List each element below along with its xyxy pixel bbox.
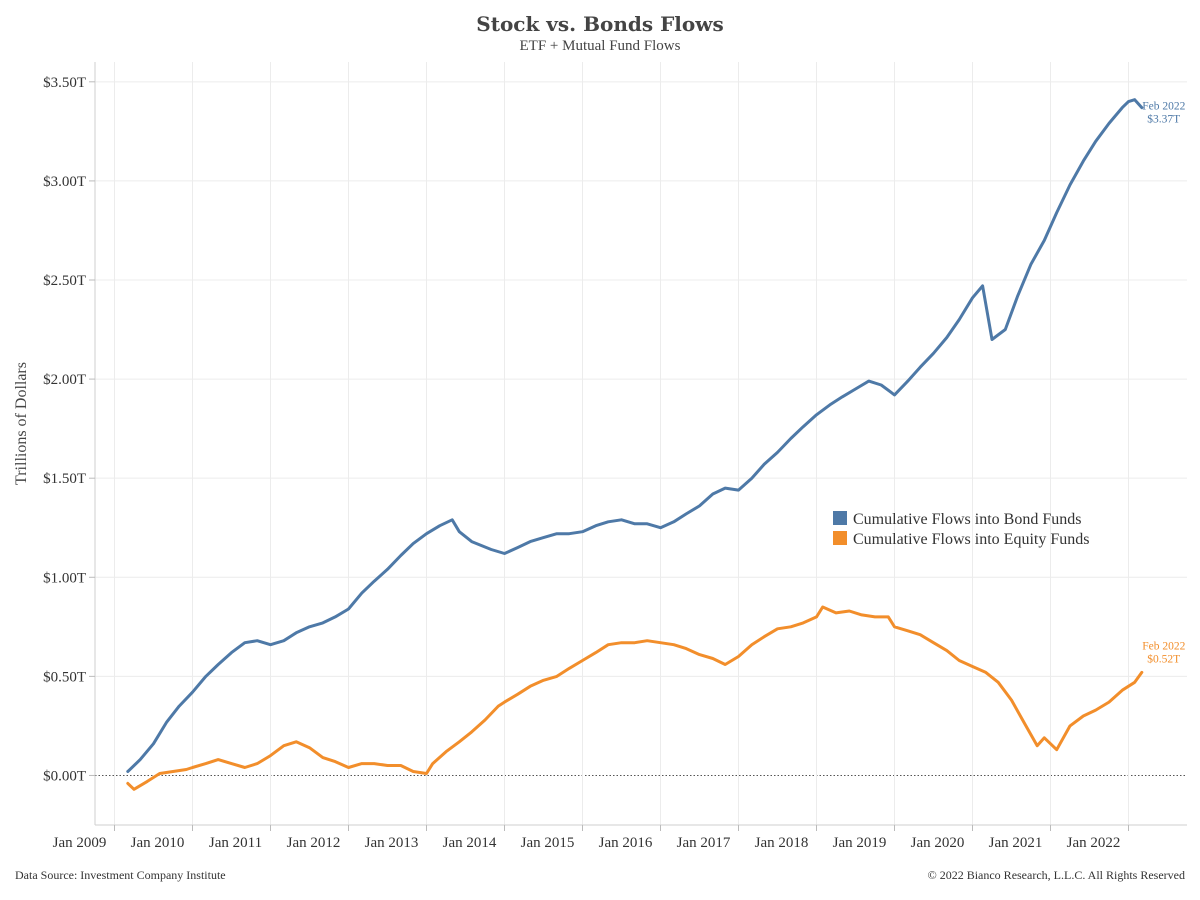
x-tick-label: Jan 2015 — [521, 835, 575, 851]
bond-end-label-value: $3.37T — [1147, 113, 1180, 126]
equity-end-label-date: Feb 2022 — [1142, 640, 1185, 652]
y-tick-label: $0.50T — [43, 669, 86, 685]
x-tick-label: Jan 2010 — [131, 835, 185, 851]
x-tick-label: Jan 2019 — [833, 835, 887, 851]
legend-label-bond: Cumulative Flows into Bond Funds — [853, 511, 1081, 528]
x-tick-label: Jan 2021 — [989, 835, 1043, 851]
copyright-note: © 2022 Bianco Research, L.L.C. All Right… — [927, 868, 1185, 882]
equity-end-label-value: $0.52T — [1147, 652, 1180, 665]
x-tick-label: Jan 2011 — [209, 835, 262, 851]
y-tick-label: $0.00T — [43, 768, 86, 784]
legend-swatch-bond — [833, 511, 847, 525]
x-tick-label: Jan 2009 — [53, 835, 107, 851]
x-tick-label: Jan 2022 — [1067, 835, 1121, 851]
x-tick-label: Jan 2014 — [443, 835, 497, 851]
y-tick-label: $2.00T — [43, 372, 86, 388]
legend-label-equity: Cumulative Flows into Equity Funds — [853, 531, 1089, 548]
legend: Cumulative Flows into Bond Funds Cumulati… — [833, 511, 1089, 548]
y-tick-label: $2.50T — [43, 273, 86, 289]
y-tick-label: $1.50T — [43, 471, 86, 487]
y-tick-label: $1.00T — [43, 570, 86, 586]
bond-funds-line — [126, 98, 1144, 773]
bond-end-label-date: Feb 2022 — [1142, 101, 1185, 113]
data-source-note: Data Source: Investment Company Institut… — [15, 868, 226, 882]
x-tick-label: Jan 2020 — [911, 835, 965, 851]
y-axis-title: Trillions of Dollars — [13, 362, 30, 485]
series-lines — [126, 98, 1144, 791]
chart-title: Stock vs. Bonds Flows — [476, 12, 724, 36]
equity-funds-line — [126, 605, 1144, 791]
x-tick-label: Jan 2016 — [599, 835, 653, 851]
axes: $0.00T $0.50T $1.00T $1.50T $2.00T $2.50T $3.0… — [13, 62, 1187, 851]
y-tick-label: $3.00T — [43, 174, 86, 190]
x-tick-label: Jan 2012 — [287, 835, 341, 851]
chart-subtitle: ETF + Mutual Fund Flows — [519, 38, 681, 54]
grid-lines — [95, 62, 1187, 825]
x-tick-label: Jan 2013 — [365, 835, 419, 851]
legend-swatch-equity — [833, 531, 847, 545]
x-tick-label: Jan 2017 — [677, 835, 731, 851]
x-tick-label: Jan 2018 — [755, 835, 809, 851]
y-tick-label: $3.50T — [43, 75, 86, 91]
